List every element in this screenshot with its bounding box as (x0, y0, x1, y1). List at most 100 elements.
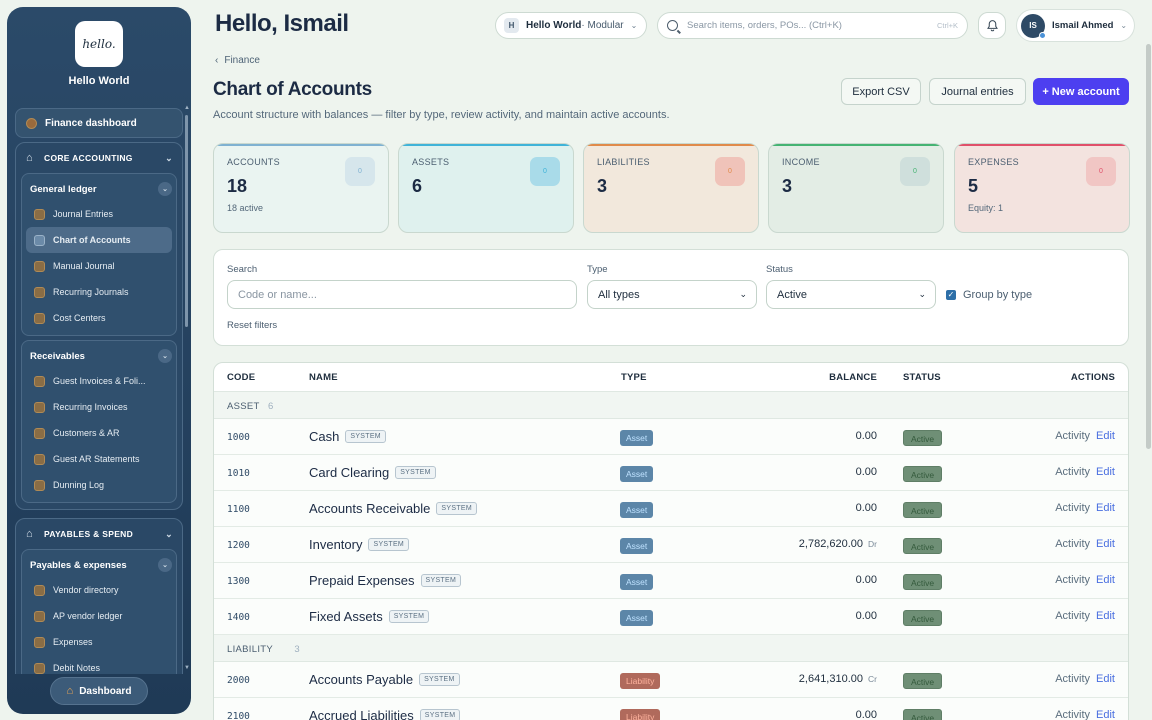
search-input[interactable]: Search items, orders, POs... (Ctrl+K) (687, 20, 842, 31)
subgroup-head-receivables[interactable]: Receivables ⌄ (26, 344, 172, 368)
reset-filters-link[interactable]: Reset filters (227, 320, 278, 331)
avatar-initials: IS (1029, 21, 1037, 30)
header-type[interactable]: TYPE (621, 372, 647, 383)
edit-link[interactable]: Edit (1096, 430, 1115, 442)
document-icon (34, 453, 45, 465)
header-balance[interactable]: BALANCE (829, 372, 877, 383)
workspace-switcher[interactable]: H Hello World · Modular ⌄ (495, 12, 647, 39)
account-name[interactable]: Prepaid Expenses (309, 573, 415, 588)
sidebar-item-guest-ar-statements[interactable]: Guest AR Statements (26, 446, 172, 472)
scroll-up-arrow[interactable]: ▲ (184, 105, 190, 111)
subgroup-head-general-ledger[interactable]: General ledger ⌄ (26, 177, 172, 201)
breadcrumb[interactable]: ‹ Finance (215, 55, 260, 66)
edit-link[interactable]: Edit (1096, 610, 1115, 622)
invoice-icon (34, 375, 45, 387)
activity-link[interactable]: Activity (1055, 502, 1091, 514)
brand-logo[interactable]: hello. (75, 21, 123, 67)
sidebar-item-finance-dashboard[interactable]: Finance dashboard (15, 108, 183, 138)
account-name[interactable]: Cash (309, 429, 340, 444)
table-row[interactable]: 1400 Fixed Assets SYSTEM Asset 0.00 Active Act… (214, 599, 1128, 635)
system-badge: SYSTEM (388, 610, 430, 623)
sidebar-item-dunning-log[interactable]: Dunning Log (26, 472, 172, 498)
check-icon: ✓ (946, 290, 956, 300)
edit-link[interactable]: Edit (1096, 466, 1115, 478)
sidebar-item-customers-ar[interactable]: Customers & AR (26, 420, 172, 446)
sidebar-item-manual-journal[interactable]: Manual Journal (26, 253, 172, 279)
table-row[interactable]: 1000 Cash SYSTEM Asset 0.00 Active Activity Edi… (214, 419, 1128, 455)
table-row[interactable]: 1100 Accounts Receivable SYSTEM Asset 0.00 Ac… (214, 491, 1128, 527)
edit-link[interactable]: Edit (1096, 538, 1115, 550)
sidebar-item-guest-invoices[interactable]: Guest Invoices & Foli... (26, 368, 172, 394)
edit-link[interactable]: Edit (1096, 574, 1115, 586)
user-menu[interactable]: IS Ismail Ahmed ⌄ (1017, 10, 1134, 41)
export-csv-button[interactable]: Export CSV (841, 78, 921, 105)
sidebar-item-expenses[interactable]: Expenses (26, 629, 172, 655)
activity-link[interactable]: Activity (1055, 538, 1091, 550)
status-select[interactable]: Active ⌄ (766, 280, 936, 309)
global-search[interactable]: Search items, orders, POs... (Ctrl+K) Ct… (657, 12, 968, 39)
sidebar-item-label: Guest AR Statements (53, 454, 140, 464)
account-name[interactable]: Accounts Payable (309, 672, 414, 687)
sidebar-item-journal-entries[interactable]: Journal Entries (26, 201, 172, 227)
balance-value: 2,782,620.00 (798, 538, 864, 550)
table-row[interactable]: 1010 Card Clearing SYSTEM Asset 0.00 Active Ac… (214, 455, 1128, 491)
table-header: CODE NAME TYPE BALANCE STATUS ACTIONS (214, 363, 1128, 392)
balance-side: Dr (868, 539, 877, 549)
header-name[interactable]: NAME (309, 372, 338, 383)
group-head-core-accounting[interactable]: ⌂ CORE ACCOUNTING ⌄ (21, 147, 177, 169)
edit-link[interactable]: Edit (1096, 709, 1115, 720)
status-badge: Active (903, 610, 943, 626)
edit-link[interactable]: Edit (1096, 673, 1115, 685)
account-name[interactable]: Inventory (309, 537, 363, 552)
account-name[interactable]: Accrued Liabilities (309, 708, 414, 720)
scroll-down-arrow[interactable]: ▼ (184, 665, 190, 671)
activity-link[interactable]: Activity (1055, 673, 1091, 685)
sidebar-item-recurring-journals[interactable]: Recurring Journals (26, 279, 172, 305)
table-row[interactable]: 1300 Prepaid Expenses SYSTEM Asset 0.00 Activ… (214, 563, 1128, 599)
balance-cell: 2,641,310.00 Cr (799, 673, 877, 685)
table-row[interactable]: 2100 Accrued Liabilities SYSTEM Liability 0.… (214, 698, 1128, 720)
status-badge: Active (903, 673, 943, 689)
activity-link[interactable]: Activity (1055, 574, 1091, 586)
account-name[interactable]: Card Clearing (309, 465, 390, 480)
status-select-value: Active (777, 288, 807, 301)
sidebar-item-label: Dunning Log (53, 480, 105, 490)
table-row[interactable]: 2000 Accounts Payable SYSTEM Liability 2,641… (214, 662, 1128, 698)
sidebar-item-recurring-invoices[interactable]: Recurring Invoices (26, 394, 172, 420)
page-scrollbar[interactable] (1144, 0, 1152, 720)
header-code[interactable]: CODE (227, 372, 256, 383)
pencil-icon (34, 260, 45, 272)
sidebar-item-ap-vendor-ledger[interactable]: AP vendor ledger (26, 603, 172, 629)
account-search-input[interactable]: Code or name... (227, 280, 577, 309)
journal-entries-button[interactable]: Journal entries (929, 78, 1026, 105)
account-name[interactable]: Accounts Receivable (309, 501, 431, 516)
actions-cell: Activity Edit (1055, 574, 1115, 586)
notifications-button[interactable] (978, 12, 1006, 39)
subgroup-head-payables-expenses[interactable]: Payables & expenses ⌄ (26, 553, 172, 577)
table-row[interactable]: 1200 Inventory SYSTEM Asset 2,782,620.00 Dr Ac… (214, 527, 1128, 563)
activity-link[interactable]: Activity (1055, 709, 1091, 720)
sidebar-item-debit-notes[interactable]: Debit Notes (26, 655, 172, 674)
page-scrollbar-thumb[interactable] (1146, 44, 1151, 449)
sidebar-item-cost-centers[interactable]: Cost Centers (26, 305, 172, 331)
new-account-button[interactable]: + New account (1033, 78, 1129, 105)
edit-link[interactable]: Edit (1096, 502, 1115, 514)
activity-link[interactable]: Activity (1055, 610, 1091, 622)
sidebar-item-chart-of-accounts[interactable]: Chart of Accounts (26, 227, 172, 253)
type-select[interactable]: All types ⌄ (587, 280, 757, 309)
sidebar-scrollbar[interactable] (185, 115, 188, 327)
activity-link[interactable]: Activity (1055, 466, 1091, 478)
dashboard-icon (26, 117, 37, 129)
account-name[interactable]: Fixed Assets (309, 609, 383, 624)
dashboard-button[interactable]: ⌂ Dashboard (49, 677, 149, 705)
activity-link[interactable]: Activity (1055, 430, 1091, 442)
group-head-payables-spend[interactable]: ⌂ PAYABLES & SPEND ⌄ (21, 523, 177, 545)
group-by-type-checkbox[interactable]: ✓ Group by type (946, 289, 1032, 301)
sidebar-item-vendor-directory[interactable]: Vendor directory (26, 577, 172, 603)
header-status[interactable]: STATUS (903, 372, 941, 383)
actions-cell: Activity Edit (1055, 466, 1115, 478)
note-icon (34, 662, 45, 674)
group-core-accounting: ⌂ CORE ACCOUNTING ⌄ General ledger ⌄ Jou… (15, 142, 183, 510)
actions-cell: Activity Edit (1055, 610, 1115, 622)
balance-value: 0.00 (855, 502, 877, 514)
